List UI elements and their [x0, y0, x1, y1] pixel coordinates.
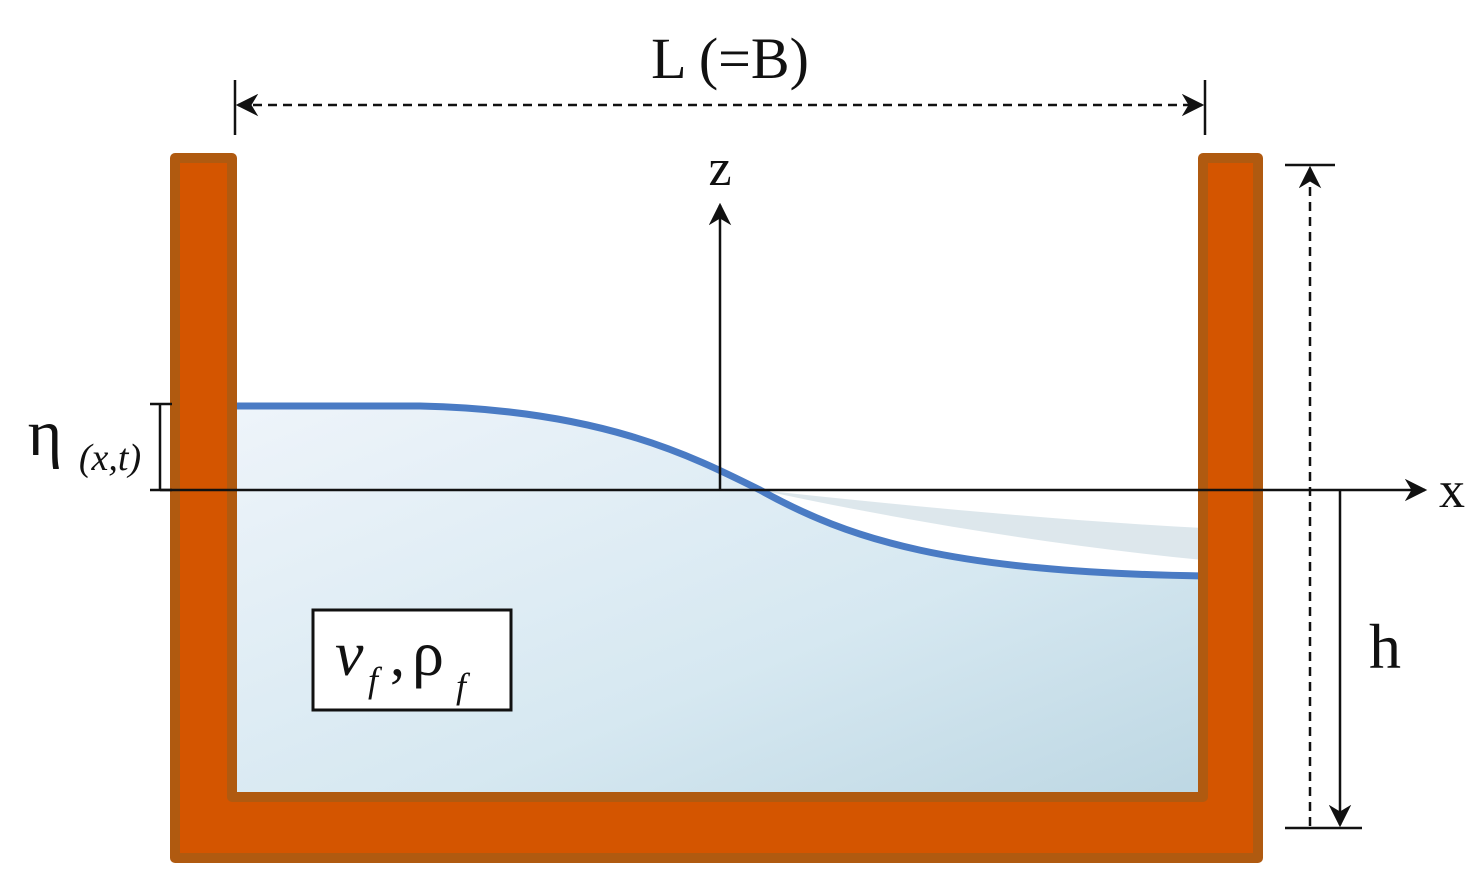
- wave-shadow: [760, 490, 1203, 560]
- height-label: h: [1369, 611, 1401, 682]
- eta-args: (x,t): [79, 437, 141, 479]
- separator: ,: [390, 622, 405, 688]
- viscosity: ν: [335, 618, 364, 689]
- eta-label: η: [28, 397, 63, 470]
- density: ρ: [412, 618, 444, 689]
- x-label: x: [1439, 462, 1465, 519]
- width-label: L (=B): [651, 26, 809, 91]
- water: [232, 406, 1203, 797]
- z-label: z: [708, 140, 731, 197]
- tank: [170, 153, 1263, 863]
- property-box: [311, 608, 513, 712]
